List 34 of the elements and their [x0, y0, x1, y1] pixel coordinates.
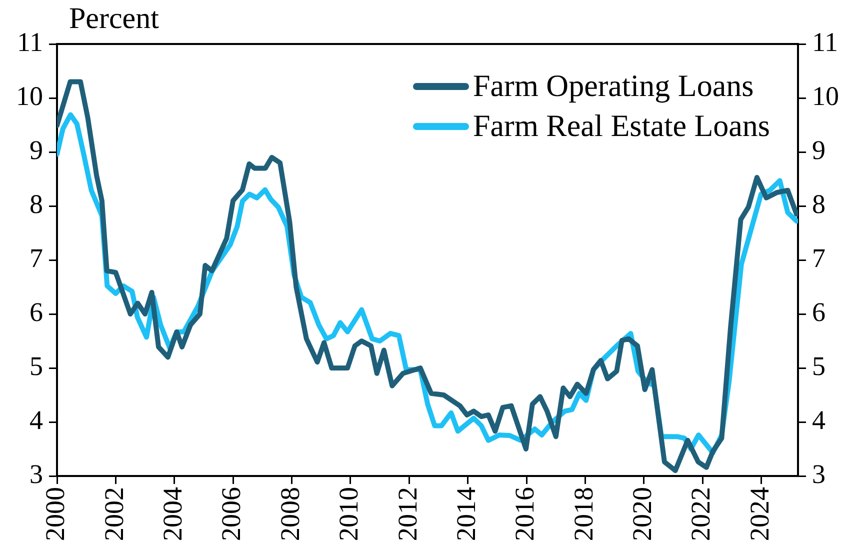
y-tick-label: 5 — [30, 351, 43, 382]
x-tick-label: 2000 — [40, 487, 70, 541]
y2-tick-label: 8 — [812, 189, 826, 220]
y-tick-label: 3 — [30, 459, 43, 490]
y-tick-label: 6 — [30, 297, 43, 328]
legend-label: Farm Real Estate Loans — [473, 107, 770, 145]
y-tick-label: 11 — [17, 27, 43, 58]
y-axis-title: Percent — [69, 2, 159, 36]
y-tick-label: 7 — [30, 243, 43, 274]
y2-tick-label: 7 — [812, 243, 826, 274]
x-tick-label: 2018 — [568, 487, 598, 541]
x-tick-label: 2022 — [686, 487, 716, 541]
y-tick-label: 8 — [30, 189, 43, 220]
y-tick-label: 4 — [30, 405, 44, 436]
x-tick-label: 2002 — [98, 487, 129, 541]
x-tick-label: 2020 — [627, 487, 658, 541]
y2-tick-label: 3 — [812, 459, 826, 490]
x-tick-label: 2008 — [274, 487, 305, 541]
y2-tick-label: 9 — [812, 135, 826, 166]
x-tick-label: 2012 — [392, 487, 422, 541]
y2-tick-label: 10 — [812, 81, 839, 112]
y-tick-label: 10 — [16, 81, 43, 112]
x-tick-label: 2024 — [744, 486, 774, 541]
y-tick-label: 9 — [30, 135, 43, 166]
y2-tick-label: 11 — [812, 27, 838, 58]
x-tick-label: 2006 — [216, 487, 246, 541]
x-tick-label: 2004 — [157, 486, 188, 541]
x-tick-label: 2014 — [450, 486, 481, 541]
y2-tick-label: 6 — [812, 297, 826, 328]
x-tick-label: 2016 — [510, 487, 540, 541]
y2-tick-label: 5 — [812, 351, 826, 382]
y2-tick-label: 4 — [812, 405, 826, 436]
x-tick-label: 2010 — [334, 487, 364, 541]
legend-label: Farm Operating Loans — [473, 67, 754, 105]
